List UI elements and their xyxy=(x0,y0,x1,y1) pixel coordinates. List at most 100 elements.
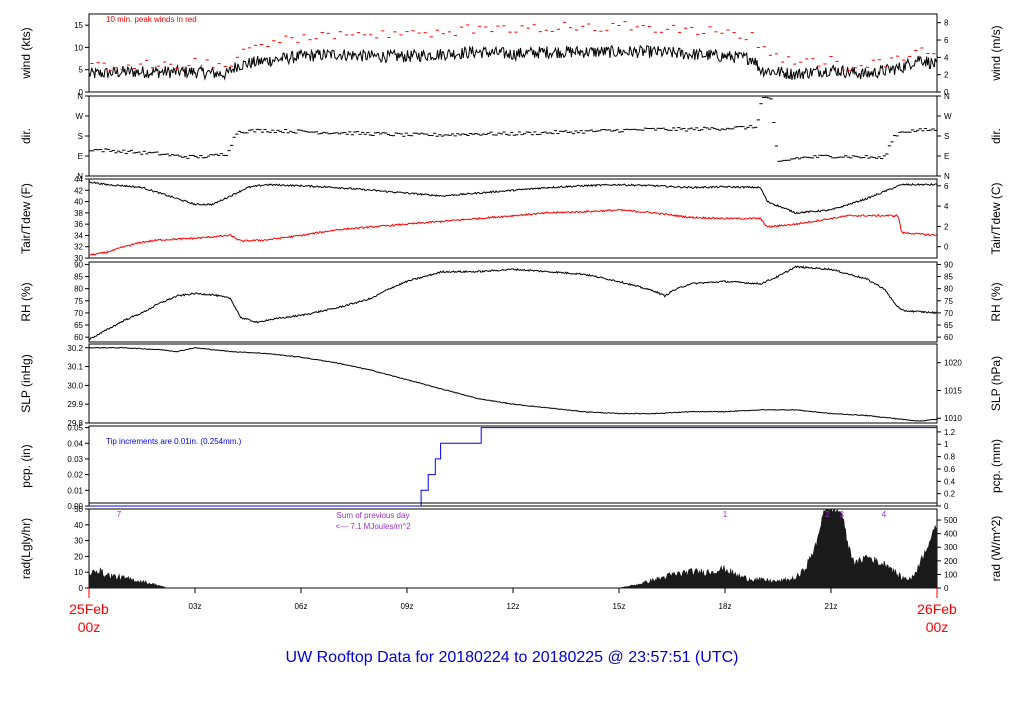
wind-ylabel-left: wind (kts) xyxy=(19,27,33,79)
pcp-ytick-label-left: 0.01 xyxy=(67,486,83,495)
pcp-ytick-label-left: 0.05 xyxy=(67,424,83,433)
slp-panel-frame xyxy=(88,343,938,424)
pcp-ytick-label-left: 0.04 xyxy=(67,439,83,448)
pcp-series-precip xyxy=(89,427,937,507)
slp-ytick-label-left: 30.1 xyxy=(67,363,83,372)
rad-marker-label: 7 xyxy=(117,510,122,519)
pcp-ylabel-left: pcp. (in) xyxy=(19,444,33,487)
rh-ytick-label-right: 60 xyxy=(944,333,953,342)
dir-ytick-label-right: N xyxy=(944,172,950,181)
dir-ylabel-left: dir. xyxy=(19,128,33,144)
temp-ytick-label-left: 44 xyxy=(74,175,83,184)
wind-ytick-label-right: 2 xyxy=(944,71,949,80)
dir-ytick-label-left: E xyxy=(78,152,83,161)
rad-ylabel-left: rad(Lgly/hr) xyxy=(19,518,33,579)
rh-ytick-label-left: 80 xyxy=(74,285,83,294)
rh-ylabel-right: RH (%) xyxy=(989,282,1003,321)
dir-ytick-label-left: N xyxy=(77,172,83,181)
x-tick-label: 15z xyxy=(613,602,626,611)
temp-ytick-label-right: 4 xyxy=(944,202,949,211)
pcp-ytick-label-right: 1.2 xyxy=(944,428,956,437)
rh-series-RH xyxy=(88,265,938,341)
x-tick-label: 09z xyxy=(401,602,414,611)
slp-ytick-label-left: 29.9 xyxy=(67,400,83,409)
dir-ylabel-right: dir. xyxy=(989,128,1003,144)
rad-ytick-label-right: 300 xyxy=(944,543,958,552)
temp-ytick-label-left: 32 xyxy=(74,243,83,252)
x-tick-label: 12z xyxy=(507,602,520,611)
pcp-ylabel-right: pcp. (mm) xyxy=(989,439,1003,493)
rh-panel-frame xyxy=(88,261,938,343)
dir-panel-frame xyxy=(88,95,938,177)
rad-ytick-label-left: 20 xyxy=(74,552,83,561)
rad-marker-label: 3 xyxy=(839,510,844,519)
temp-series-Tair xyxy=(88,180,938,215)
temp-ylabel-right: Tair/Tdew (C) xyxy=(989,182,1003,254)
temp-ylabel-left: Tair/Tdew (F) xyxy=(19,183,33,254)
dir-ytick-label-left: W xyxy=(75,112,83,121)
rh-ytick-label-right: 85 xyxy=(944,273,953,282)
dir-ytick-label-left: S xyxy=(78,132,83,141)
pcp-panel-frame xyxy=(88,425,938,507)
temp-ytick-label-left: 34 xyxy=(74,231,83,240)
wind-ytick-label-left: 15 xyxy=(74,21,83,30)
dir-ytick-label-right: S xyxy=(944,132,949,141)
x-start-hour: 00z xyxy=(78,619,101,635)
temp-ytick-label-left: 30 xyxy=(74,254,83,263)
wind-ytick-label-right: 4 xyxy=(944,53,949,62)
rh-ytick-label-left: 60 xyxy=(74,333,83,342)
figure-title: UW Rooftop Data for 20180224 to 20180225… xyxy=(285,649,739,666)
rh-ylabel-left: RH (%) xyxy=(19,282,33,321)
slp-ytick-label-right: 1015 xyxy=(944,386,962,395)
pcp-ytick-label-right: 1 xyxy=(944,440,949,449)
rad-ytick-label-right: 400 xyxy=(944,530,958,539)
temp-ytick-label-left: 36 xyxy=(74,220,83,229)
rh-ytick-label-right: 70 xyxy=(944,309,953,318)
rh-ytick-label-right: 90 xyxy=(944,260,953,269)
rad-ytick-label-left: 40 xyxy=(74,521,83,530)
wind-series-wind xyxy=(88,44,938,81)
slp-ytick-label-right: 1010 xyxy=(944,414,962,423)
x-tick-label: 06z xyxy=(295,602,308,611)
dir-ytick-label-left: N xyxy=(77,92,83,101)
rad-marker-label: 2 xyxy=(825,510,830,519)
rh-ytick-label-left: 70 xyxy=(74,309,83,318)
pcp-ytick-label-right: 0 xyxy=(944,502,949,511)
pcp-ytick-label-right: 0.2 xyxy=(944,490,956,499)
rad-ytick-label-left: 50 xyxy=(74,505,83,514)
slp-ytick-label-left: 30.2 xyxy=(67,344,83,353)
rh-ytick-label-left: 65 xyxy=(74,321,83,330)
rh-ytick-label-right: 65 xyxy=(944,321,953,330)
x-tick-label: 18z xyxy=(719,602,732,611)
rad-marker-label: 4 xyxy=(882,510,887,519)
rad-ytick-label-right: 0 xyxy=(944,584,949,593)
rad-ytick-label-right: 100 xyxy=(944,570,958,579)
temp-ytick-label-left: 40 xyxy=(74,198,83,207)
temp-ytick-label-left: 38 xyxy=(74,209,83,218)
rad-ytick-label-right: 500 xyxy=(944,516,958,525)
wind-ytick-label-left: 0 xyxy=(79,88,84,97)
x-end-hour: 00z xyxy=(926,619,949,635)
rad-series-radiation xyxy=(88,508,938,589)
wind-ytick-label-right: 8 xyxy=(944,19,949,28)
wind-note: 10 min. peak winds in red xyxy=(106,15,197,24)
wind-ytick-label-left: 10 xyxy=(74,43,83,52)
wind-ylabel-right: wind (m/s) xyxy=(989,25,1003,81)
pcp-ytick-label-left: 0.00 xyxy=(67,502,83,511)
temp-series-Tdew xyxy=(88,208,938,257)
pcp-ytick-label-right: 0.6 xyxy=(944,465,956,474)
rad-ylabel-right: rad (W/m^2) xyxy=(989,516,1003,582)
wind-ytick-label-left: 5 xyxy=(79,66,84,75)
rad-marker-label: 1 xyxy=(723,510,728,519)
slp-ytick-label-left: 29.8 xyxy=(67,419,83,428)
pcp-ytick-label-left: 0.03 xyxy=(67,455,83,464)
rad-note-line1: Sum of previous day xyxy=(337,511,410,520)
rad-note-line2: <--- 7.1 MJoules/m^2 xyxy=(335,522,411,531)
pcp-ytick-label-right: 0.8 xyxy=(944,453,956,462)
rh-ytick-label-left: 90 xyxy=(74,260,83,269)
rh-ytick-label-right: 75 xyxy=(944,297,953,306)
rh-ytick-label-right: 80 xyxy=(944,285,953,294)
slp-ytick-label-left: 30.0 xyxy=(67,381,83,390)
